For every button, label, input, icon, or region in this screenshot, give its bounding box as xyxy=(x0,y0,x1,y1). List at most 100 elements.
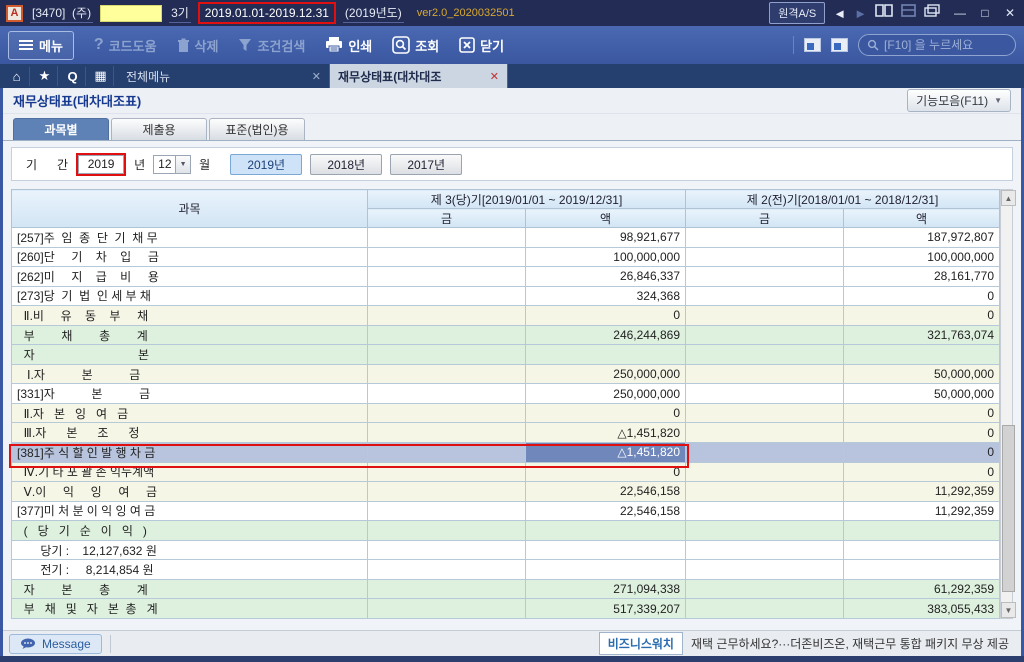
table-row[interactable]: Ⅲ.자 본 조 정 △1,451,820 0 xyxy=(11,422,1000,444)
column-header-geum-current[interactable]: 금 xyxy=(367,208,526,228)
amount-cell[interactable]: 100,000,000 xyxy=(843,246,1000,268)
column-header-previous-period[interactable]: 제 2(전)기[2018/01/01 ~ 2018/12/31] xyxy=(685,189,1000,209)
scroll-down-icon[interactable]: ▼ xyxy=(1001,602,1016,618)
cascade-windows-icon[interactable] xyxy=(924,4,940,22)
amount-cell[interactable]: 0 xyxy=(525,402,686,424)
account-cell[interactable]: [381]주 식 할 인 발 행 차 금 xyxy=(11,442,368,463)
account-cell[interactable]: 전기 : 8,214,854 원 xyxy=(11,559,368,580)
period-year-input[interactable] xyxy=(78,154,125,174)
panel-layout-icon-2[interactable] xyxy=(831,38,848,52)
amount-cell[interactable] xyxy=(685,481,844,502)
account-cell[interactable]: 부 채 및 자 본 총 계 xyxy=(11,598,368,619)
amount-cell[interactable]: 22,546,158 xyxy=(525,500,686,522)
amount-cell[interactable]: 324,368 xyxy=(525,285,686,307)
amount-cell[interactable] xyxy=(685,500,844,522)
amount-cell[interactable] xyxy=(525,520,686,541)
amount-cell[interactable] xyxy=(367,422,526,444)
amount-cell[interactable]: 100,000,000 xyxy=(525,246,686,268)
tab-all-menu[interactable]: 전체메뉴 ✕ xyxy=(118,64,330,88)
amount-cell[interactable] xyxy=(367,363,526,385)
amount-cell[interactable] xyxy=(843,344,1000,365)
amount-cell[interactable]: 50,000,000 xyxy=(843,363,1000,385)
amount-cell[interactable] xyxy=(685,324,844,346)
amount-cell[interactable] xyxy=(525,344,686,365)
table-row[interactable]: Ⅰ.자 본 금 250,000,000 50,000,000 xyxy=(11,363,1000,385)
amount-cell[interactable] xyxy=(367,305,526,326)
account-cell[interactable]: 자 본 총 계 xyxy=(11,578,368,600)
amount-cell[interactable] xyxy=(685,363,844,385)
scroll-up-icon[interactable]: ▲ xyxy=(1001,190,1016,206)
amount-cell[interactable] xyxy=(525,539,686,561)
amount-cell[interactable]: 0 xyxy=(843,285,1000,307)
amount-cell[interactable] xyxy=(685,227,844,248)
message-button[interactable]: Message xyxy=(9,633,102,654)
account-cell[interactable]: [377]미 처 분 이 익 잉 여 금 xyxy=(11,500,368,522)
amount-cell[interactable]: 383,055,433 xyxy=(843,598,1000,619)
table-row[interactable]: Ⅱ.자 본 잉 여 금 0 0 xyxy=(11,402,1000,424)
amount-cell[interactable] xyxy=(367,539,526,561)
amount-cell[interactable] xyxy=(685,344,844,365)
amount-cell[interactable] xyxy=(685,598,844,619)
amount-cell[interactable] xyxy=(367,402,526,424)
tile-view-icon[interactable] xyxy=(901,4,916,22)
account-cell[interactable]: Ⅱ.자 본 잉 여 금 xyxy=(11,402,368,424)
column-header-aek-current[interactable]: 액 xyxy=(525,208,686,228)
table-row[interactable]: [377]미 처 분 이 익 잉 여 금 22,546,158 11,292,359 xyxy=(11,500,1000,522)
amount-cell[interactable]: 50,000,000 xyxy=(843,383,1000,404)
amount-cell[interactable] xyxy=(367,383,526,404)
amount-cell[interactable] xyxy=(367,481,526,502)
amount-cell[interactable]: △1,451,820 xyxy=(525,422,686,444)
minimize-button[interactable]: — xyxy=(954,6,966,20)
column-header-account[interactable]: 과목 xyxy=(11,189,368,228)
year-button-2019[interactable]: 2019년 xyxy=(230,153,303,175)
year-button-2018[interactable]: 2018년 xyxy=(310,153,383,175)
panel-layout-icon-1[interactable] xyxy=(804,38,821,52)
table-row[interactable]: [381]주 식 할 인 발 행 차 금 △1,451,820 0 xyxy=(11,442,1000,463)
amount-cell[interactable] xyxy=(685,559,844,580)
amount-cell[interactable]: 0 xyxy=(843,442,1000,463)
amount-cell[interactable] xyxy=(367,266,526,287)
account-cell[interactable]: Ⅳ.기 타 포 괄 손 익누계액 xyxy=(11,461,368,483)
amount-cell[interactable]: 250,000,000 xyxy=(525,383,686,404)
amount-cell[interactable] xyxy=(685,266,844,287)
column-header-geum-previous[interactable]: 금 xyxy=(685,208,844,228)
amount-cell[interactable] xyxy=(367,578,526,600)
account-cell[interactable]: 자 본 xyxy=(11,344,368,365)
account-cell[interactable]: [260]단 기 차 입 금 xyxy=(11,246,368,268)
quick-menu-icon[interactable]: Q xyxy=(60,66,86,86)
amount-cell[interactable]: 98,921,677 xyxy=(525,227,686,248)
table-row[interactable]: Ⅴ.이 익 잉 여 금 22,546,158 11,292,359 xyxy=(11,481,1000,502)
table-row[interactable]: 당기 : 12,127,632 원 xyxy=(11,539,1000,561)
account-cell[interactable]: Ⅲ.자 본 조 정 xyxy=(11,422,368,444)
subtab-submission[interactable]: 제출용 xyxy=(111,118,207,140)
tab-balance-sheet[interactable]: 재무상태표(대차대조 ✕ xyxy=(330,64,508,88)
menu-button[interactable]: 메뉴 xyxy=(8,30,74,60)
table-row[interactable]: 부 채 총 계 246,244,869 321,763,074 xyxy=(11,324,1000,346)
amount-cell[interactable] xyxy=(685,442,844,463)
quick-search-box[interactable] xyxy=(858,34,1016,56)
amount-cell[interactable]: △1,451,820 xyxy=(525,442,686,463)
home-icon[interactable]: ⌂ xyxy=(4,66,30,86)
account-cell[interactable]: 당기 : 12,127,632 원 xyxy=(11,539,368,561)
close-screen-button[interactable]: 닫기 xyxy=(459,36,504,55)
book-view-icon[interactable] xyxy=(875,4,893,22)
account-cell[interactable]: Ⅰ.자 본 금 xyxy=(11,363,368,385)
amount-cell[interactable] xyxy=(367,559,526,580)
vertical-scrollbar[interactable]: ▲ ▼ xyxy=(1000,189,1016,619)
table-row[interactable]: 부 채 및 자 본 총 계 517,339,207 383,055,433 xyxy=(11,598,1000,619)
amount-cell[interactable]: 0 xyxy=(843,422,1000,444)
quick-search-input[interactable] xyxy=(884,38,1002,52)
amount-cell[interactable] xyxy=(367,598,526,619)
month-dropdown-icon[interactable]: ▼ xyxy=(175,155,191,173)
amount-cell[interactable] xyxy=(367,344,526,365)
amount-cell[interactable] xyxy=(367,227,526,248)
amount-cell[interactable] xyxy=(685,520,844,541)
subtab-standard-corporate[interactable]: 표준(법인)용 xyxy=(209,118,305,140)
amount-cell[interactable]: 0 xyxy=(525,461,686,483)
amount-cell[interactable]: 321,763,074 xyxy=(843,324,1000,346)
amount-cell[interactable] xyxy=(367,285,526,307)
amount-cell[interactable] xyxy=(685,383,844,404)
table-row[interactable]: Ⅳ.기 타 포 괄 손 익누계액 0 0 xyxy=(11,461,1000,483)
amount-cell[interactable] xyxy=(843,539,1000,561)
table-row[interactable]: [257]주 임 종 단 기 채 무 98,921,677 187,972,807 xyxy=(11,227,1000,248)
